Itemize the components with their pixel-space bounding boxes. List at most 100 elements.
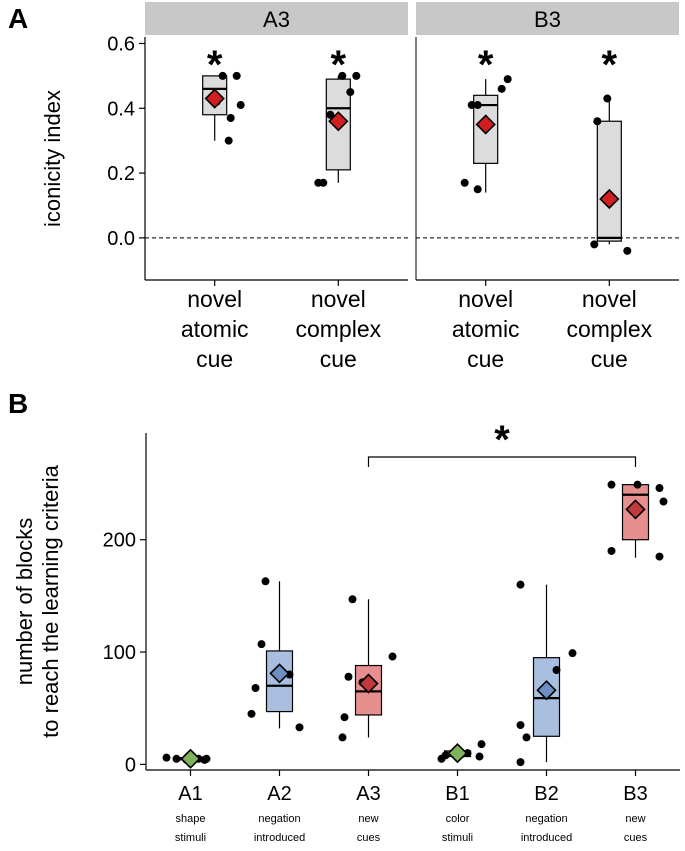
- panel-a-label: A: [8, 3, 28, 34]
- panel-b-label: B: [8, 388, 28, 419]
- panel-a-group-point: [467, 101, 476, 110]
- panel-a-group-mean-diamond: [599, 188, 620, 210]
- panel-b-category-label: B1: [445, 783, 469, 805]
- panel-a-group-point: [218, 71, 227, 80]
- panel-b-significance-star: *: [494, 418, 510, 462]
- panel-a-group-point: [352, 71, 361, 80]
- panel-b-group-point: [516, 580, 525, 589]
- panel-b-category-sublabel: new: [625, 813, 645, 825]
- panel-b-group-point: [607, 546, 616, 555]
- panel-b-group-point: [172, 754, 181, 763]
- panel-a-category-label: novel: [311, 286, 366, 312]
- panel-a-group-point: [224, 136, 233, 145]
- panel-a-y-tick-label: 0.0: [107, 228, 135, 250]
- panel-b-group-mean-diamond: [269, 663, 290, 684]
- panel-b-y-tick-label: 100: [103, 642, 136, 664]
- panel-a-y-tick-label: 0.4: [107, 98, 135, 120]
- panel-a-group-point: [603, 94, 612, 103]
- panel-b-group-point: [516, 721, 525, 730]
- panel-b-comparison-bracket: [367, 456, 637, 467]
- panel-b-y-axis-label: to reach the learning criteria: [38, 464, 63, 737]
- panel-a-group-point: [460, 178, 469, 187]
- panel-b-group-point: [251, 683, 260, 692]
- panel-b-group-point: [257, 640, 266, 649]
- panel-a-group-point: [593, 117, 602, 126]
- panel-b-category-sublabel: negation: [258, 813, 300, 825]
- panel-a-significance-star: *: [602, 43, 618, 87]
- panel-b-group-point: [655, 484, 664, 493]
- panel-a-group-point: [473, 185, 482, 194]
- panel-b-category-sublabel: new: [358, 813, 378, 825]
- panel-b-group-point: [437, 754, 446, 763]
- panel-a-group-point: [497, 84, 506, 93]
- panel-b-y-tick-label: 200: [103, 530, 136, 552]
- panel-b-group-point: [247, 709, 256, 718]
- panel-a-category-label: cue: [591, 346, 628, 372]
- panel-a-y-tick-label: 0.2: [107, 163, 135, 185]
- panel-a-category-label: complex: [566, 316, 652, 342]
- panel-a-significance-star: *: [331, 43, 347, 87]
- panel-b-category-sublabel: negation: [525, 813, 567, 825]
- panel-b-category-label: A3: [356, 783, 380, 805]
- panel-b-group-point: [388, 652, 397, 661]
- panel-b-group-mean-diamond: [536, 680, 557, 701]
- panel-a-facet-strip: [145, 2, 408, 35]
- panel-a-group-point: [346, 88, 355, 97]
- panel-b-group-point: [607, 480, 616, 489]
- panel-b-y-tick-label: 0: [125, 754, 136, 776]
- panel-b-group-point: [261, 577, 270, 586]
- panel-b-category-sublabel: stimuli: [442, 832, 473, 844]
- panel-b-group-mean-diamond: [625, 499, 646, 520]
- panel-a-significance-star: *: [478, 43, 494, 87]
- panel-a-facet-label: B3: [534, 7, 561, 32]
- panel-a-category-label: complex: [295, 316, 381, 342]
- panel-b-category-sublabel: shape: [176, 813, 206, 825]
- panel-b-group-point: [200, 755, 209, 764]
- panel-a-group-point: [236, 101, 245, 110]
- panel-a-group-point: [232, 71, 241, 80]
- panel-a-significance-star: *: [207, 43, 223, 87]
- panel-b-category-sublabel: cues: [624, 832, 648, 844]
- panel-a-group-point: [338, 71, 347, 80]
- panel-a-group-mean-diamond: [328, 111, 349, 132]
- panel-a-category-label: novel: [582, 286, 637, 312]
- panel-a-y-axis-label: iconicity index: [40, 90, 65, 227]
- panel-b-group-point: [475, 752, 484, 761]
- panel-b-group-point: [659, 497, 668, 506]
- panel-b-group-point: [633, 480, 642, 489]
- panel-b-category-sublabel: color: [446, 813, 470, 825]
- panel-a-category-label: novel: [187, 286, 242, 312]
- panel-b-category-label: B2: [534, 783, 558, 805]
- panel-a-chart: 0.0 0.2 0.4 0.6 iconicity index A3 * novel atomi…: [40, 2, 679, 372]
- panel-b-group-point: [340, 713, 349, 722]
- panel-b-category-sublabel: stimuli: [175, 832, 206, 844]
- panel-b-chart: 0 100 200 number of blocks to reach the lear…: [12, 418, 680, 844]
- panel-a-group-point: [326, 110, 335, 119]
- panel-a-category-label: cue: [196, 346, 233, 372]
- panel-b-group-mean-diamond: [358, 673, 379, 694]
- panel-b-group-mean-diamond: [180, 748, 201, 769]
- panel-a-y-tick-label: 0.6: [107, 33, 135, 55]
- panel-b-group-point: [344, 672, 353, 681]
- panel-b-category-sublabel: cues: [357, 832, 381, 844]
- panel-a-group-point: [503, 75, 512, 84]
- panel-b-group-point: [568, 649, 577, 658]
- panel-b-category-label: A2: [267, 783, 291, 805]
- panel-b-group-mean-diamond: [447, 743, 468, 764]
- panel-a-group-point: [473, 101, 482, 110]
- panel-a-category-label: cue: [320, 346, 357, 372]
- panel-a-category-label: novel: [458, 286, 513, 312]
- panel-a-facet-strip: [416, 2, 679, 35]
- panel-a-group-point: [590, 240, 599, 249]
- panel-b-category-label: A1: [178, 783, 202, 805]
- panel-a-facet-label: A3: [263, 7, 290, 32]
- panel-b-group-point: [516, 758, 525, 767]
- panel-b-group-point: [295, 723, 304, 732]
- panel-a-category-label: atomic: [452, 316, 520, 342]
- panel-b-group-point: [522, 733, 531, 742]
- panel-b-group-point: [477, 740, 486, 749]
- panel-a-group-mean-diamond: [475, 114, 496, 135]
- panel-b-group-point: [162, 753, 171, 762]
- panel-a-group-point: [623, 246, 632, 255]
